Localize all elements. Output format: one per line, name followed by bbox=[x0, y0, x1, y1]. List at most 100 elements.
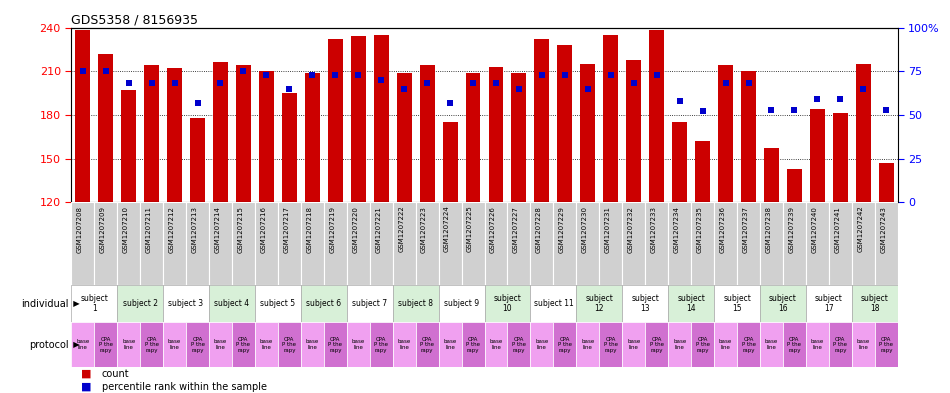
Bar bbox=[645, 322, 668, 367]
Bar bbox=[236, 65, 251, 202]
Bar bbox=[328, 39, 343, 202]
Text: CPA
P the
rapy: CPA P the rapy bbox=[604, 336, 618, 353]
Bar bbox=[117, 202, 141, 285]
Text: GSM1207214: GSM1207214 bbox=[215, 206, 220, 253]
Bar bbox=[98, 54, 113, 202]
Bar bbox=[833, 114, 847, 202]
Bar bbox=[439, 322, 462, 367]
Point bbox=[373, 77, 389, 83]
Point bbox=[98, 68, 113, 74]
Bar bbox=[439, 202, 462, 285]
Text: base
line: base line bbox=[122, 340, 135, 350]
Bar bbox=[507, 202, 530, 285]
Bar bbox=[806, 322, 828, 367]
Text: base
line: base line bbox=[168, 340, 181, 350]
Bar bbox=[186, 322, 209, 367]
Bar bbox=[622, 285, 668, 322]
Text: CPA
P the
rapy: CPA P the rapy bbox=[788, 336, 802, 353]
Point bbox=[649, 72, 664, 78]
Text: subject
10: subject 10 bbox=[493, 294, 522, 313]
Bar bbox=[783, 202, 806, 285]
Bar bbox=[760, 322, 783, 367]
Bar bbox=[163, 285, 209, 322]
Text: GSM1207243: GSM1207243 bbox=[881, 206, 886, 253]
Bar bbox=[392, 322, 416, 367]
Point bbox=[787, 107, 802, 113]
Text: GSM1207235: GSM1207235 bbox=[696, 206, 703, 253]
Text: base
line: base line bbox=[719, 340, 732, 350]
Bar bbox=[232, 202, 255, 285]
Text: GSM1207231: GSM1207231 bbox=[605, 206, 611, 253]
Text: GSM1207228: GSM1207228 bbox=[536, 206, 542, 253]
Text: subject 9: subject 9 bbox=[444, 299, 479, 308]
Bar bbox=[277, 202, 301, 285]
Text: GSM1207212: GSM1207212 bbox=[168, 206, 175, 253]
Text: CPA
P the
rapy: CPA P the rapy bbox=[191, 336, 204, 353]
Bar bbox=[603, 35, 618, 202]
Bar bbox=[167, 68, 182, 202]
Bar bbox=[255, 202, 277, 285]
Bar bbox=[599, 322, 622, 367]
Bar bbox=[324, 322, 347, 367]
Point bbox=[764, 107, 779, 113]
Text: base
line: base line bbox=[857, 340, 870, 350]
Bar bbox=[71, 322, 94, 367]
Bar bbox=[507, 322, 530, 367]
Bar bbox=[553, 322, 577, 367]
Text: subject 3: subject 3 bbox=[168, 299, 203, 308]
Text: GSM1207224: GSM1207224 bbox=[444, 206, 450, 252]
Bar bbox=[282, 93, 296, 202]
Bar bbox=[649, 30, 664, 202]
Bar bbox=[351, 36, 366, 202]
Text: GDS5358 / 8156935: GDS5358 / 8156935 bbox=[71, 13, 199, 26]
Bar bbox=[806, 202, 828, 285]
Point bbox=[511, 86, 526, 92]
Bar bbox=[301, 285, 347, 322]
Bar bbox=[190, 118, 205, 202]
Bar bbox=[397, 73, 411, 202]
Text: CPA
P the
rapy: CPA P the rapy bbox=[466, 336, 480, 353]
Point bbox=[328, 72, 343, 78]
Text: base
line: base line bbox=[535, 340, 548, 350]
Text: base
line: base line bbox=[810, 340, 824, 350]
Bar bbox=[856, 64, 871, 202]
Text: base
line: base line bbox=[214, 340, 227, 350]
Text: subject
17: subject 17 bbox=[815, 294, 843, 313]
Text: base
line: base line bbox=[76, 340, 89, 350]
Point bbox=[466, 80, 481, 86]
Bar bbox=[668, 285, 714, 322]
Text: base
line: base line bbox=[627, 340, 640, 350]
Text: protocol: protocol bbox=[28, 340, 68, 350]
Bar bbox=[718, 65, 733, 202]
Text: CPA
P the
rapy: CPA P the rapy bbox=[650, 336, 664, 353]
Text: subject 4: subject 4 bbox=[215, 299, 250, 308]
Bar bbox=[416, 202, 439, 285]
Text: base
line: base line bbox=[444, 340, 457, 350]
Bar bbox=[122, 90, 136, 202]
Text: CPA
P the
rapy: CPA P the rapy bbox=[695, 336, 710, 353]
Text: GSM1207237: GSM1207237 bbox=[743, 206, 749, 253]
Text: GSM1207216: GSM1207216 bbox=[260, 206, 266, 253]
Point bbox=[258, 72, 274, 78]
Point bbox=[396, 86, 411, 92]
Text: percentile rank within the sample: percentile rank within the sample bbox=[102, 382, 267, 391]
Point bbox=[718, 80, 733, 86]
Bar bbox=[580, 64, 596, 202]
Bar bbox=[577, 202, 599, 285]
Text: count: count bbox=[102, 369, 129, 379]
Text: subject 8: subject 8 bbox=[398, 299, 433, 308]
Bar bbox=[577, 285, 622, 322]
Bar bbox=[484, 202, 507, 285]
Bar bbox=[875, 322, 898, 367]
Text: GSM1207233: GSM1207233 bbox=[651, 206, 656, 253]
Bar bbox=[462, 202, 484, 285]
Point bbox=[741, 80, 756, 86]
Text: GSM1207227: GSM1207227 bbox=[513, 206, 519, 253]
Text: subject 6: subject 6 bbox=[306, 299, 341, 308]
Text: GSM1207226: GSM1207226 bbox=[490, 206, 496, 253]
Point bbox=[190, 99, 205, 106]
Point bbox=[144, 80, 160, 86]
Text: ■: ■ bbox=[81, 382, 91, 391]
Text: ▶: ▶ bbox=[68, 299, 80, 308]
Bar bbox=[259, 71, 274, 202]
